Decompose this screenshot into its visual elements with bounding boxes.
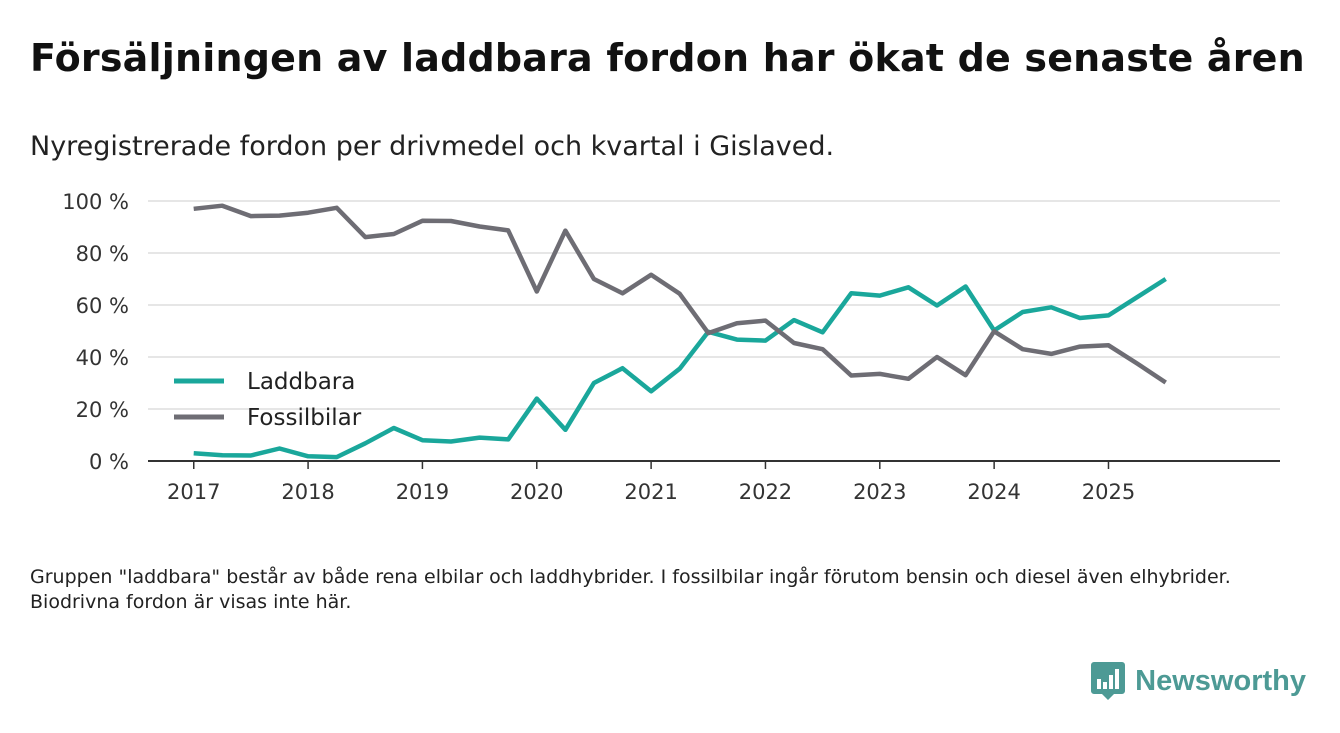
y-tick-label: 60 % [76, 294, 129, 318]
y-tick-label: 100 % [62, 190, 129, 214]
x-tick-label: 2023 [853, 480, 906, 504]
brand-name: Newsworthy [1135, 664, 1306, 697]
y-tick-label: 40 % [76, 346, 129, 370]
series-line-fossilbilar [193, 203, 1167, 385]
chart-subtitle: Nyregistrerade fordon per drivmedel och … [30, 131, 835, 162]
y-tick-label: 20 % [76, 398, 129, 422]
legend-label-laddbara: Laddbara [247, 369, 355, 395]
x-tick-label: 2022 [739, 480, 792, 504]
footnote: Gruppen "laddbara" består av både rena e… [30, 566, 1231, 613]
x-tick-label: 2020 [510, 480, 563, 504]
x-tick-label: 2019 [396, 480, 449, 504]
legend-label-fossilbilar: Fossilbilar [247, 405, 362, 431]
chart-title: Försäljningen av laddbara fordon har öka… [30, 36, 1305, 80]
x-tick-label: 2018 [281, 480, 334, 504]
series-line-laddbara [193, 277, 1167, 460]
brand-logo: Newsworthy [1091, 662, 1306, 700]
x-tick-label: 2017 [167, 480, 220, 504]
x-tick-label: 2025 [1082, 480, 1135, 504]
line-chart: 0 % 20 % 40 % 60 % 80 % 100 % 2017 2018 2019 2020… [62, 190, 1280, 504]
bar-chart-icon [1091, 662, 1126, 700]
y-tick-label: 0 % [89, 450, 129, 474]
x-tick-label: 2024 [967, 480, 1020, 504]
x-tick-label: 2021 [624, 480, 677, 504]
y-tick-label: 80 % [76, 242, 129, 266]
